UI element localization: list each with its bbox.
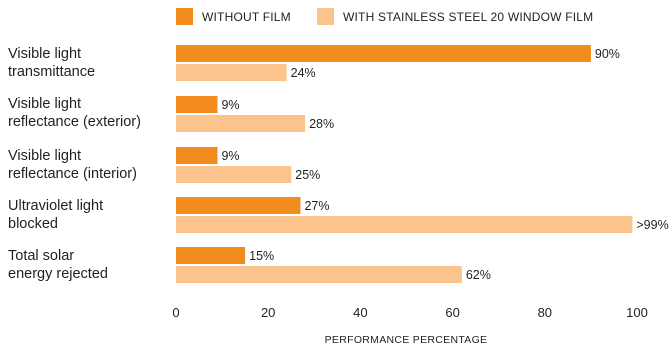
category-label-visible-light-reflectance-exterior: Visible light reflectance (exterior) bbox=[8, 96, 141, 130]
bar-visible-light-transmittance-without-film bbox=[176, 45, 591, 62]
x-tick-label-100: 100 bbox=[626, 305, 648, 320]
value-labels-group: 90% 24% 9% 28% 9% 25% 27% >99% 15% 62% bbox=[221, 47, 668, 282]
value-label-ultraviolet-light-blocked-without-film: 27% bbox=[304, 199, 329, 213]
legend-item-with-film: WITH STAINLESS STEEL 20 WINDOW FILM bbox=[317, 8, 593, 25]
value-label-visible-light-transmittance-with-film: 24% bbox=[291, 66, 316, 80]
x-axis-ticks: 0 20 40 60 80 100 bbox=[172, 305, 647, 320]
bar-ultraviolet-light-blocked-without-film bbox=[176, 197, 301, 214]
legend-swatch-without-film bbox=[176, 8, 193, 25]
value-label-total-solar-energy-rejected-without-film: 15% bbox=[249, 249, 274, 263]
bar-visible-light-reflectance-exterior-with-film bbox=[176, 115, 306, 132]
chart-legend: WITHOUT FILM WITH STAINLESS STEEL 20 WIN… bbox=[0, 8, 672, 28]
x-tick-label-40: 40 bbox=[353, 305, 367, 320]
x-tick-label-0: 0 bbox=[172, 305, 179, 320]
value-label-visible-light-transmittance-without-film: 90% bbox=[595, 47, 620, 61]
bars-group bbox=[176, 45, 633, 283]
bar-visible-light-transmittance-with-film bbox=[176, 64, 287, 81]
value-label-visible-light-reflectance-exterior-without-film: 9% bbox=[221, 98, 239, 112]
value-label-visible-light-reflectance-exterior-with-film: 28% bbox=[309, 117, 334, 131]
legend-swatch-with-film bbox=[317, 8, 334, 25]
bar-visible-light-reflectance-interior-without-film bbox=[176, 147, 218, 164]
legend-item-without-film: WITHOUT FILM bbox=[176, 8, 291, 25]
x-tick-label-80: 80 bbox=[538, 305, 552, 320]
value-label-ultraviolet-light-blocked-with-film: >99% bbox=[636, 218, 668, 232]
bar-ultraviolet-light-blocked-with-film bbox=[176, 216, 633, 233]
legend-label-with-film: WITH STAINLESS STEEL 20 WINDOW FILM bbox=[343, 9, 594, 24]
x-tick-label-60: 60 bbox=[445, 305, 459, 320]
bar-visible-light-reflectance-interior-with-film bbox=[176, 166, 292, 183]
category-label-ultraviolet-light-blocked: Ultraviolet light blocked bbox=[8, 198, 104, 232]
category-label-visible-light-transmittance: Visible light transmittance bbox=[8, 46, 96, 80]
category-label-visible-light-reflectance-interior: Visible light reflectance (interior) bbox=[8, 148, 137, 182]
value-label-total-solar-energy-rejected-with-film: 62% bbox=[466, 268, 491, 282]
category-label-total-solar-energy-rejected: Total solar energy rejected bbox=[8, 248, 108, 282]
value-label-visible-light-reflectance-interior-without-film: 9% bbox=[221, 149, 239, 163]
x-tick-label-20: 20 bbox=[261, 305, 275, 320]
x-axis-title: PERFORMANCE PERCENTAGE bbox=[325, 334, 488, 346]
value-label-visible-light-reflectance-interior-with-film: 25% bbox=[295, 168, 320, 182]
bar-total-solar-energy-rejected-with-film bbox=[176, 266, 462, 283]
legend-label-without-film: WITHOUT FILM bbox=[202, 9, 291, 24]
bar-visible-light-reflectance-exterior-without-film bbox=[176, 96, 218, 113]
bar-total-solar-energy-rejected-without-film bbox=[176, 247, 246, 264]
